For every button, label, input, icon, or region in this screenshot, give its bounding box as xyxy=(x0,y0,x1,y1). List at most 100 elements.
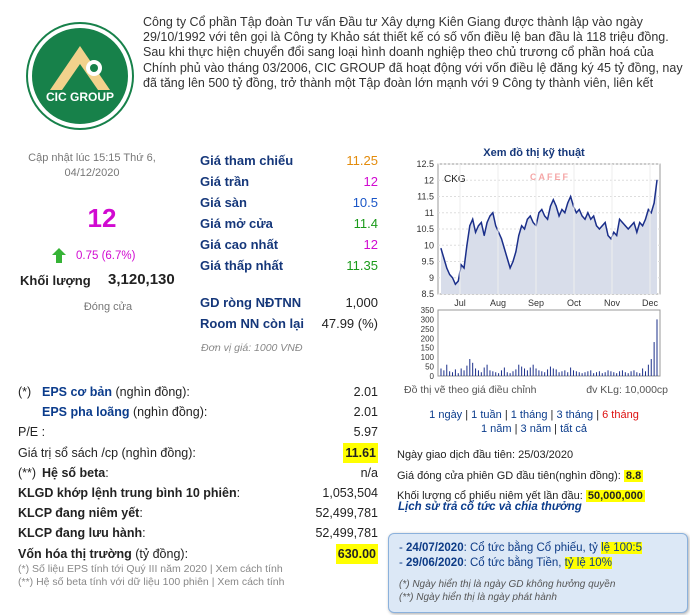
price-point xyxy=(546,218,549,220)
timeframe-option[interactable]: tất cả xyxy=(560,423,588,435)
price-point xyxy=(544,215,546,217)
y-tick-label: 10.5 xyxy=(416,224,434,234)
price-point xyxy=(492,212,494,214)
dividend-text: : Cổ tức bằng Tiền, xyxy=(463,557,565,569)
price-change: 0.75 (6.7%) xyxy=(76,250,136,262)
fundamental-value: n/a xyxy=(360,465,378,480)
dividend-note-1: (*) Ngày hiển thị là ngày GD không hưởng… xyxy=(399,579,616,590)
y-tick-label: 11.5 xyxy=(417,192,434,202)
foreign-row: Room NN còn lại 47.99 (%) xyxy=(200,313,378,334)
dividend-item: - 24/07/2020: Cổ tức bằng Cổ phiếu, tỷ l… xyxy=(399,541,677,556)
volume-tick-label: 50 xyxy=(425,363,434,372)
market-status: Đóng cửa xyxy=(83,301,133,313)
price-point xyxy=(581,215,583,217)
price-point xyxy=(472,218,474,220)
price-point xyxy=(598,228,600,230)
price-point xyxy=(639,221,641,224)
fundamental-label: KLCP đang lưu hành: xyxy=(18,523,146,543)
volume-tick-label: 100 xyxy=(421,353,435,362)
timeframe-option[interactable]: 1 tuần xyxy=(471,409,502,421)
timeframe-sep: | xyxy=(551,423,561,435)
timeframe-sep: | xyxy=(511,423,521,435)
fundamental-link[interactable]: EPS cơ bản xyxy=(42,385,113,399)
dividend-date: 24/07/2020 xyxy=(406,542,464,554)
fundamental-value: 2.01 xyxy=(353,405,378,420)
price-point xyxy=(440,247,442,250)
timeframe-sep: | xyxy=(462,409,472,421)
volume-tick-label: 350 xyxy=(421,306,435,315)
fundamental-suffix: : xyxy=(142,526,146,541)
note-beta: (**) Hệ số beta tính với dữ liệu 100 phi… xyxy=(18,576,285,588)
price-point xyxy=(616,234,618,237)
price-point xyxy=(474,231,477,233)
price-point xyxy=(587,212,589,214)
price-point xyxy=(506,257,508,259)
price-point xyxy=(624,225,626,227)
volume-tick-label: 150 xyxy=(421,344,435,353)
dividend-box: - 24/07/2020: Cổ tức bằng Cổ phiếu, tỷ l… xyxy=(388,533,688,613)
volume-tick-label: 200 xyxy=(421,334,435,343)
fundamental-suffix: : xyxy=(105,465,109,480)
fundamental-value: 2.01 xyxy=(353,385,378,399)
price-point xyxy=(578,208,580,211)
foreign-value: 1,000 xyxy=(345,295,378,310)
price-label: Giá trần xyxy=(200,174,250,189)
dividend-ratio: lệ 100:5 xyxy=(601,542,642,554)
fundamental-row: (*) EPS cơ bản (nghìn đồng): 2.01 xyxy=(18,382,378,402)
price-chart[interactable]: 8.5 9 9.5 10 10.5 11 11.5 12 12.5 CKG CAFEF Jul Aug S… xyxy=(398,158,670,398)
price-label: Giá thấp nhất xyxy=(200,258,284,273)
price-point xyxy=(500,238,503,240)
timeframe-option[interactable]: 6 tháng xyxy=(602,409,639,421)
fundamental-label: KLCP đang niêm yết: xyxy=(18,503,143,523)
price-point xyxy=(621,221,624,224)
timeframe-option[interactable]: 3 tháng xyxy=(556,409,594,421)
dividend-prefix: - xyxy=(399,557,407,569)
chart-title[interactable]: Xem đồ thị kỹ thuật xyxy=(483,147,585,159)
volume-value: 3,120,130 xyxy=(108,271,175,288)
timeframe-option[interactable]: 1 ngày xyxy=(429,409,463,421)
timeframe-option[interactable]: 1 năm xyxy=(480,423,512,435)
price-value: 11.4 xyxy=(353,216,378,231)
fundamental-prefix: (*) xyxy=(18,385,32,399)
first-listed-volume: Khối lượng cổ phiếu niêm yết lần đầu: 50… xyxy=(397,486,645,507)
price-point xyxy=(644,218,647,220)
first-close-value: 8.8 xyxy=(623,469,644,482)
price-point xyxy=(469,225,471,227)
price-point xyxy=(618,218,621,220)
x-tick-label: Oct xyxy=(567,298,582,308)
price-point xyxy=(627,228,629,230)
logo-text: CIC GROUP xyxy=(45,90,114,104)
fundamental-suffix: (nghìn đồng): xyxy=(112,385,190,399)
price-label: Giá tham chiếu xyxy=(200,153,294,168)
timeframe-sep: | xyxy=(501,409,511,421)
price-point xyxy=(613,231,615,233)
fundamental-row: (**) Hệ số beta: n/a xyxy=(18,463,378,483)
price-point xyxy=(575,212,577,214)
foreign-table: GD ròng NĐTNN 1,000 Room NN còn lại 47.99 (… xyxy=(200,292,378,334)
price-value: 10.5 xyxy=(352,195,378,210)
price-point xyxy=(570,195,572,198)
timeframe-option[interactable]: 1 tháng xyxy=(510,409,548,421)
price-point xyxy=(521,225,523,227)
foreign-row: GD ròng NĐTNN 1,000 xyxy=(200,292,378,313)
volume-tick-label: 250 xyxy=(421,325,435,334)
fundamental-name: Hệ số beta xyxy=(42,465,106,480)
price-label: Giá mở cửa xyxy=(200,216,273,231)
timeframe-option[interactable]: 3 năm xyxy=(520,423,552,435)
price-point xyxy=(601,225,603,227)
dividend-history-link[interactable]: Lịch sử trả cổ tức và chia thưởng xyxy=(398,501,582,513)
price-table: Giá tham chiếu 11.25 Giá trần 12 Giá sàn 10.5… xyxy=(200,150,378,276)
fundamental-value: 1,053,504 xyxy=(322,485,378,500)
timeframe-selector: 1 ngày | 1 tuần | 1 tháng | 3 tháng | 6 … xyxy=(398,408,670,436)
fundamental-value: 52,499,781 xyxy=(315,506,378,521)
fundamental-value: 630.00 xyxy=(335,543,378,564)
fundamental-row: Giá trị sổ sách /cp (nghìn đồng): 11.61 xyxy=(18,442,378,463)
fundamental-name: Vốn hóa thị trường xyxy=(18,546,132,561)
price-point xyxy=(642,225,644,227)
chart-footer-right: đv KLg: 10,000cp xyxy=(586,384,668,396)
price-point xyxy=(607,234,609,237)
price-point xyxy=(454,283,456,285)
logo-triangle-icon xyxy=(50,46,110,90)
fundamental-link[interactable]: EPS pha loãng xyxy=(42,405,130,420)
first-close-price: Giá đóng cửa phiên GD đầu tiên(nghìn đồn… xyxy=(397,466,645,487)
